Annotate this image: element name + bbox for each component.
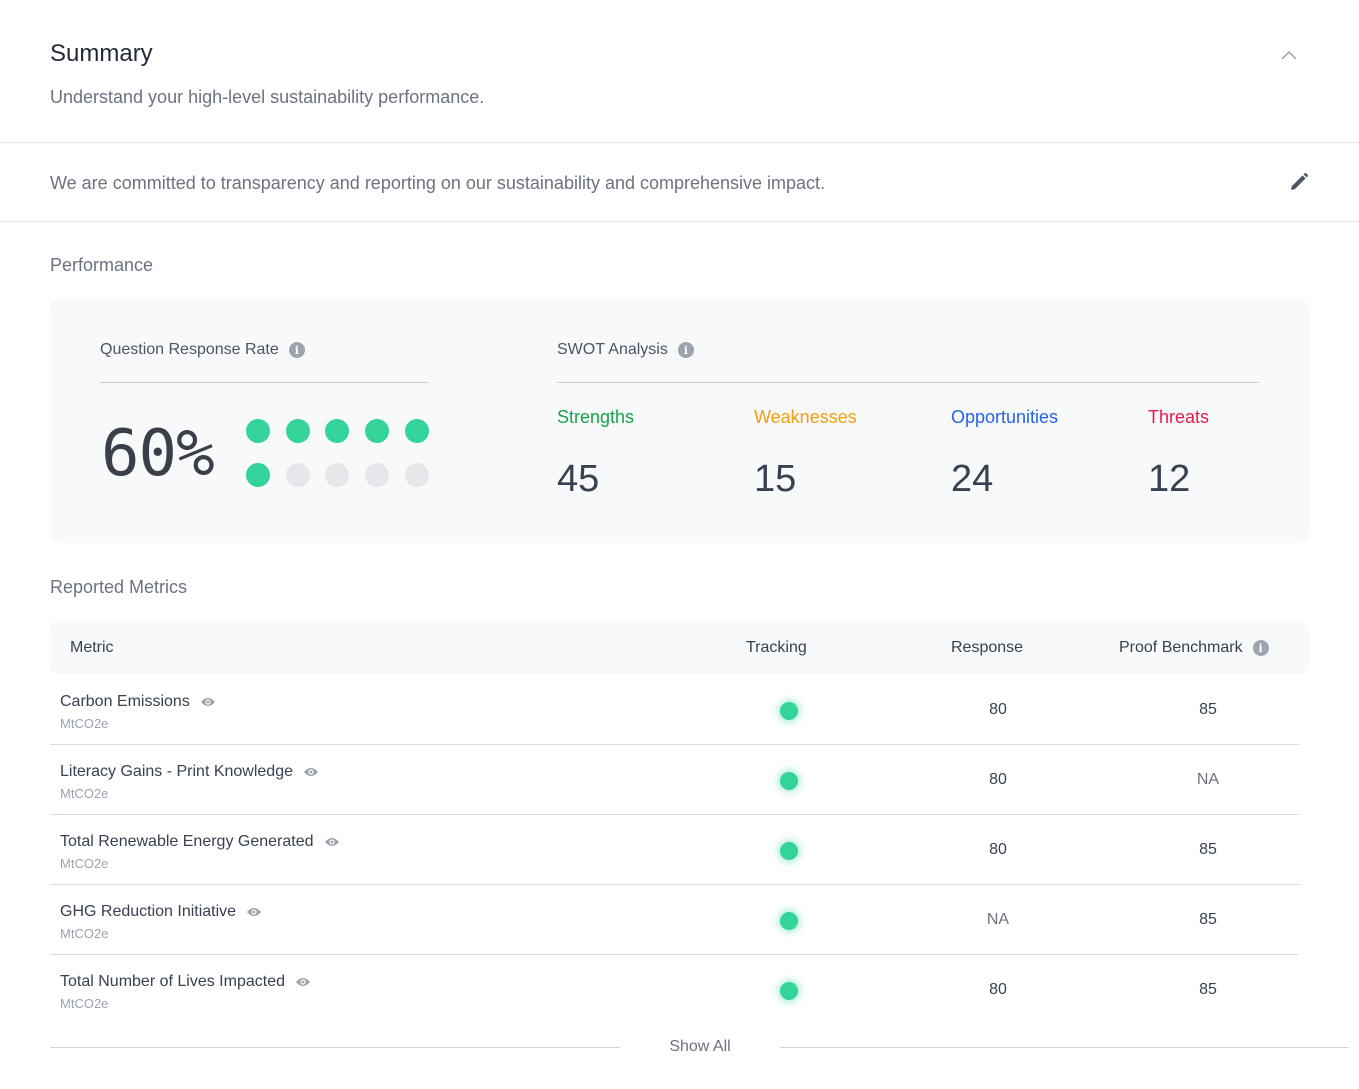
- eye-icon[interactable]: [200, 696, 216, 708]
- info-icon[interactable]: i: [1252, 640, 1269, 656]
- metric-name: Literacy Gains - Print Knowledge: [60, 763, 319, 781]
- tracking-status-dot: [780, 772, 798, 790]
- response-dot-filled: [285, 419, 310, 443]
- swot-threats: Threats 12: [1148, 407, 1209, 501]
- benchmark-value: 85: [1199, 841, 1217, 858]
- table-row[interactable]: Total Renewable Energy Generated MtCO2e …: [50, 815, 1299, 885]
- summary-statement: We are committed to transparency and rep…: [0, 143, 1359, 222]
- metric-name: Total Renewable Energy Generated: [60, 833, 340, 851]
- response-dot-filled: [246, 463, 270, 487]
- swot-threats-name: Threats: [1148, 407, 1210, 427]
- response-rate-label: Question Response Rate i: [100, 341, 305, 359]
- divider: [50, 1047, 620, 1048]
- response-dot-filled: [404, 419, 429, 443]
- metrics-table-header: Metric Tracking Response Proof Benchmark…: [50, 621, 1309, 674]
- metrics-section-label: Reported Metrics: [50, 577, 188, 597]
- metric-unit: MtCO2e: [60, 716, 109, 731]
- response-value: 80: [989, 701, 1007, 718]
- metric-name: Carbon Emissions: [60, 693, 216, 711]
- info-icon[interactable]: i: [288, 342, 305, 358]
- response-rate-value: 60%: [101, 417, 215, 491]
- swot-opportunities-value: 24: [951, 458, 994, 500]
- edit-statement-button[interactable]: [1286, 169, 1312, 195]
- benchmark-value: 85: [1199, 981, 1217, 998]
- metric-unit: MtCO2e: [60, 926, 109, 941]
- eye-icon[interactable]: [246, 906, 262, 918]
- table-row[interactable]: Total Number of Lives Impacted MtCO2e 80…: [50, 955, 1299, 1025]
- swot-strengths-value: 45: [557, 458, 600, 500]
- metric-unit: MtCO2e: [60, 996, 109, 1011]
- swot-label-text: SWOT Analysis: [557, 341, 668, 358]
- response-value: 80: [989, 771, 1007, 788]
- response-dot-empty: [285, 463, 310, 487]
- table-row[interactable]: Carbon Emissions MtCO2e 80 85: [50, 675, 1299, 745]
- benchmark-value: 85: [1199, 701, 1217, 718]
- info-icon[interactable]: i: [677, 342, 694, 358]
- swot-threats-value: 12: [1148, 458, 1191, 500]
- tracking-status-dot: [780, 842, 798, 860]
- metric-name-text: GHG Reduction Initiative: [60, 903, 237, 920]
- response-dot-empty: [404, 463, 429, 487]
- response-rate-label-text: Question Response Rate: [100, 341, 279, 358]
- response-dot-empty: [365, 463, 390, 487]
- tracking-status-dot: [780, 912, 798, 930]
- collapse-button[interactable]: [1276, 44, 1302, 66]
- response-dot-empty: [325, 463, 350, 487]
- metric-name: GHG Reduction Initiative: [60, 903, 262, 921]
- divider: [100, 382, 429, 383]
- column-header-metric[interactable]: Metric: [70, 639, 114, 656]
- swot-strengths: Strengths 45: [557, 407, 634, 501]
- response-dot-filled: [325, 419, 350, 443]
- response-value: NA: [986, 911, 1010, 928]
- swot-label: SWOT Analysis i: [557, 341, 694, 359]
- divider: [780, 1047, 1349, 1048]
- column-header-tracking[interactable]: Tracking: [746, 639, 807, 656]
- swot-opportunities-name: Opportunities: [951, 407, 1059, 427]
- chevron-up-icon: [1281, 50, 1297, 60]
- metric-name-text: Total Number of Lives Impacted: [60, 973, 285, 990]
- response-dot-filled: [365, 419, 390, 443]
- show-all-button[interactable]: Show All: [669, 1038, 731, 1055]
- metric-name: Total Number of Lives Impacted: [60, 973, 311, 991]
- column-header-benchmark[interactable]: Proof Benchmark i: [1119, 639, 1269, 657]
- eye-icon[interactable]: [303, 766, 319, 778]
- table-row[interactable]: GHG Reduction Initiative MtCO2e NA 85: [50, 885, 1299, 955]
- response-rate-dots: [246, 419, 432, 487]
- tracking-status-dot: [780, 702, 798, 720]
- benchmark-value: 85: [1199, 911, 1217, 928]
- response-dot-filled: [246, 419, 270, 443]
- eye-icon[interactable]: [324, 836, 340, 848]
- summary-title: Summary: [50, 40, 153, 67]
- swot-weaknesses-name: Weaknesses: [754, 407, 857, 427]
- statement-text: We are committed to transparency and rep…: [50, 173, 826, 193]
- swot-weaknesses-value: 15: [754, 458, 797, 500]
- column-header-benchmark-label: Proof Benchmark: [1119, 639, 1243, 656]
- metric-name-text: Carbon Emissions: [60, 693, 190, 710]
- tracking-status-dot: [780, 982, 798, 1000]
- swot-opportunities: Opportunities 24: [951, 407, 1058, 501]
- eye-icon[interactable]: [295, 976, 311, 988]
- performance-card: Question Response Rate i 60% SWOT Analys…: [50, 299, 1309, 543]
- response-value: 80: [989, 841, 1007, 858]
- metric-name-text: Literacy Gains - Print Knowledge: [60, 763, 293, 780]
- divider: [557, 382, 1259, 383]
- summary-subtitle: Understand your high-level sustainabilit…: [50, 87, 485, 107]
- summary-header: Summary Understand your high-level susta…: [0, 0, 1359, 143]
- metric-unit: MtCO2e: [60, 786, 109, 801]
- swot-strengths-name: Strengths: [557, 407, 635, 427]
- table-row[interactable]: Literacy Gains - Print Knowledge MtCO2e …: [50, 745, 1299, 815]
- swot-weaknesses: Weaknesses 15: [754, 407, 857, 501]
- metric-unit: MtCO2e: [60, 856, 109, 871]
- column-header-response[interactable]: Response: [951, 639, 1024, 656]
- metric-name-text: Total Renewable Energy Generated: [60, 833, 314, 850]
- benchmark-value: NA: [1196, 771, 1220, 788]
- pencil-icon: [1291, 172, 1309, 190]
- performance-section-label: Performance: [50, 255, 154, 275]
- response-value: 80: [989, 981, 1007, 998]
